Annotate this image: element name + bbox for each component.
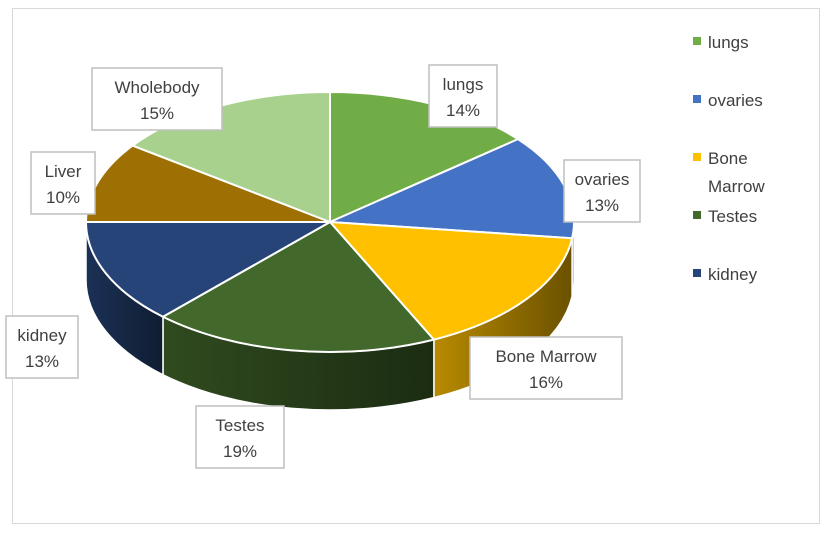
- data-label-box: [469, 336, 623, 400]
- legend-label: ovaries: [708, 91, 763, 110]
- data-label-box: [563, 159, 641, 223]
- legend-swatch: [693, 95, 701, 103]
- legend-swatch: [693, 153, 701, 161]
- data-label: kidney 13%: [5, 315, 79, 379]
- pie-top: [84, 90, 575, 353]
- legend-swatch: [693, 211, 701, 219]
- data-label-box: [195, 405, 285, 469]
- data-label-box: [5, 315, 79, 379]
- slice-testes[interactable]: [160, 220, 436, 353]
- data-label-value: 13%: [25, 352, 59, 371]
- data-label: Liver 10%: [30, 151, 96, 215]
- legend-item[interactable]: ovaries: [693, 91, 763, 110]
- data-label: Wholebody 15%: [91, 67, 223, 131]
- pie-sides: [85, 221, 575, 411]
- data-label-box: [428, 64, 498, 128]
- data-label-value: 16%: [529, 373, 563, 392]
- legend-label: Marrow: [708, 177, 765, 196]
- data-label: lungs 14%: [428, 64, 498, 128]
- legend-swatch: [693, 37, 701, 45]
- legend-label: kidney: [708, 265, 758, 284]
- legend: lungs ovaries Bone Marrow Testes kidney: [693, 33, 765, 284]
- data-label-name: Testes: [215, 416, 264, 435]
- data-label-value: 13%: [585, 196, 619, 215]
- data-label-box: [30, 151, 96, 215]
- slice-liver[interactable]: [84, 144, 331, 223]
- data-label-value: 10%: [46, 188, 80, 207]
- legend-item[interactable]: lungs: [693, 33, 749, 52]
- slice-kidney[interactable]: [84, 221, 334, 318]
- data-label-value: 19%: [223, 442, 257, 461]
- legend-item[interactable]: kidney: [693, 265, 758, 284]
- data-label-name: ovaries: [575, 170, 630, 189]
- data-label: Testes 19%: [195, 405, 285, 469]
- data-label: ovaries 13%: [563, 159, 641, 223]
- data-label-value: 14%: [446, 101, 480, 120]
- legend-label: lungs: [708, 33, 749, 52]
- legend-swatch: [693, 269, 701, 277]
- data-label-name: kidney: [17, 326, 67, 345]
- legend-label: Testes: [708, 207, 757, 226]
- data-label-box: [91, 67, 223, 131]
- legend-label: Bone: [708, 149, 748, 168]
- legend-item[interactable]: Testes: [693, 207, 757, 226]
- data-label: Bone Marrow 16%: [469, 336, 623, 400]
- legend-item[interactable]: Bone Marrow: [693, 149, 765, 196]
- data-label-value: 15%: [140, 104, 174, 123]
- data-label-name: Wholebody: [114, 78, 200, 97]
- slice-bone-marrow[interactable]: [327, 220, 574, 341]
- data-labels: lungs 14% ovaries 13% Bone Marrow 16% Testes 19…: [5, 64, 641, 469]
- data-label-name: Liver: [45, 162, 82, 181]
- data-label-name: lungs: [443, 75, 484, 94]
- data-label-name: Bone Marrow: [495, 347, 597, 366]
